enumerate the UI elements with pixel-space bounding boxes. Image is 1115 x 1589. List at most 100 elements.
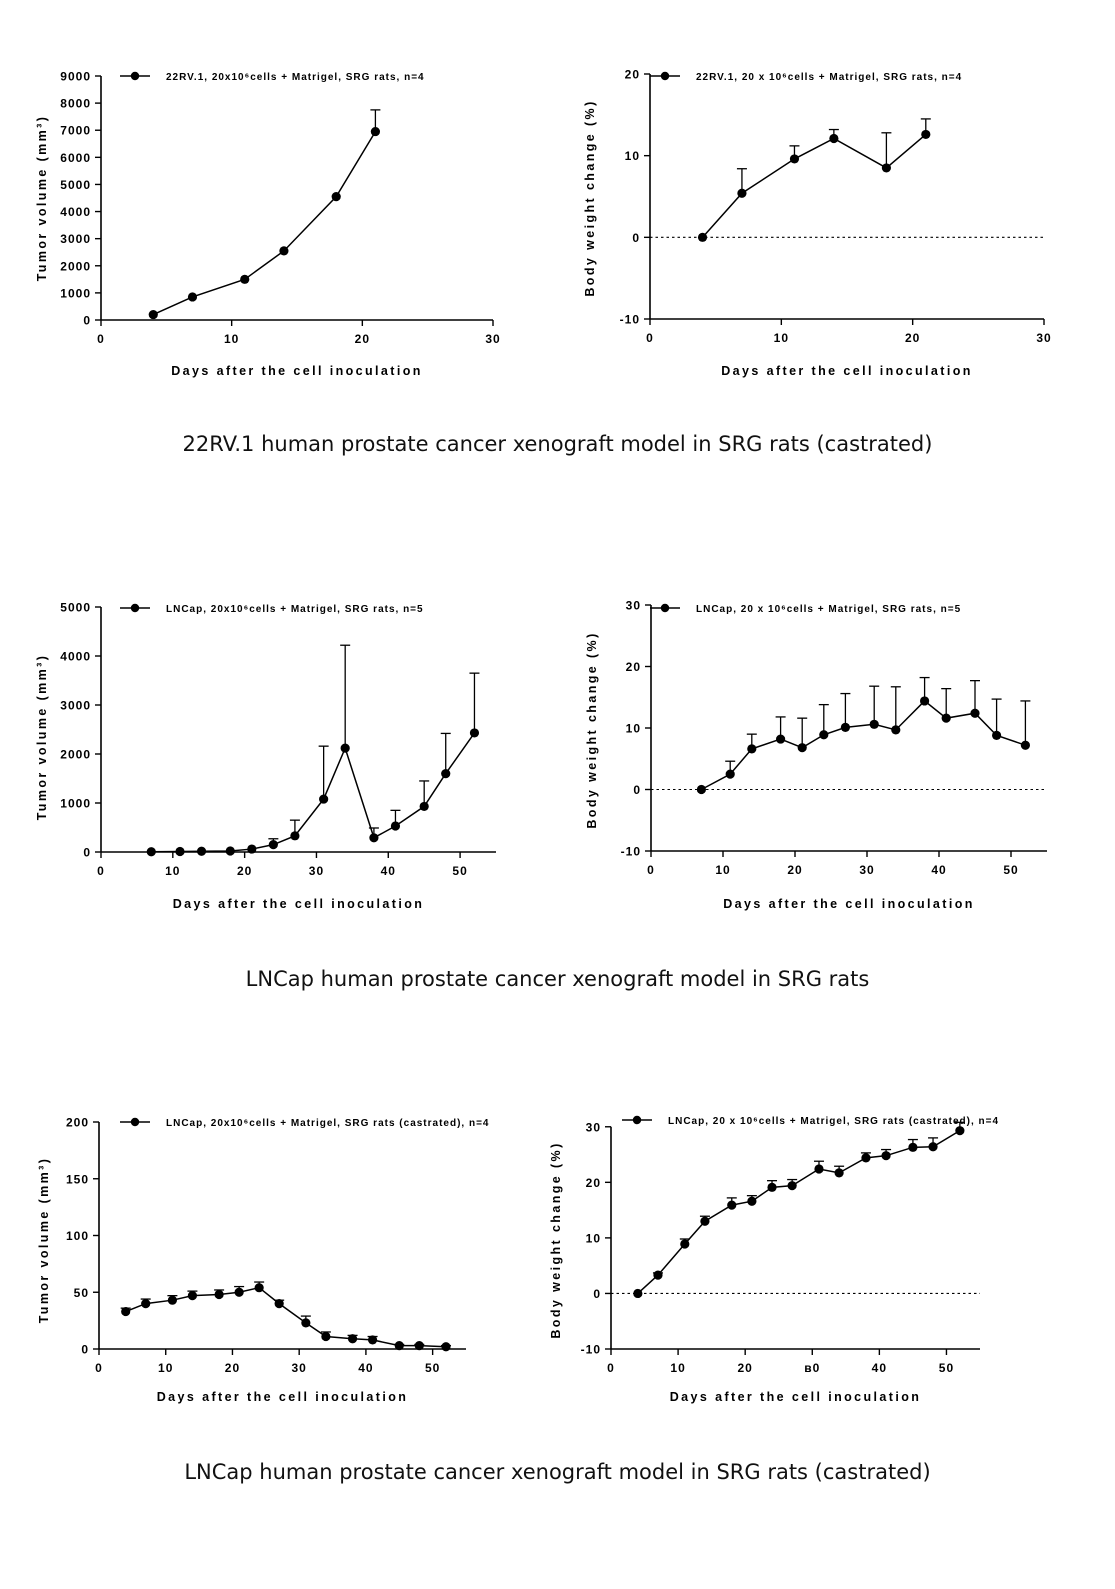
data-point [787,1181,797,1191]
y-tick-label: 20 [586,1176,601,1190]
series-line [152,131,377,316]
data-point [319,794,329,804]
y-tick-label: 4000 [60,205,91,219]
data-point [891,725,901,735]
data-point [881,163,892,173]
legend-label: LNCap, 20 x 10⁶cells + Matrigel, SRG rat… [696,604,961,615]
series-line [151,732,476,853]
y-tick-label: 0 [593,1287,601,1301]
caption-lncap: LNCap human prostate cancer xenograft mo… [245,967,870,991]
legend-marker [632,1115,642,1125]
x-axis-label: Days after the cell inoculation [173,897,425,911]
data-point [992,730,1002,740]
x-tick-label: 40 [872,1361,887,1375]
x-tick-label: 10 [670,1361,685,1375]
y-tick-label: 0 [83,846,91,860]
data-point [767,1182,777,1192]
data-point [941,713,951,723]
data-point [747,1196,757,1206]
data-point [240,274,250,284]
x-tick-label: 40 [931,863,946,877]
x-tick-label: 40 [381,864,396,878]
y-tick-label: 6000 [60,151,91,165]
x-tick-label: 20 [237,864,252,878]
legend-label: LNCap, 20 x 10⁶cells + Matrigel, SRG rat… [668,1116,999,1127]
y-tick-label: 1000 [60,286,91,300]
y-tick-label: 5000 [60,601,91,615]
x-tick-label: 0 [646,331,654,345]
y-tick-label: 0 [81,1343,89,1357]
y-tick-label: 30 [586,1120,601,1134]
data-point [797,743,807,753]
legend-label: 22RV.1, 20x10⁶cells + Matrigel, SRG rats… [166,72,425,83]
y-tick-label: 0 [633,783,641,797]
data-point [869,719,879,729]
y-axis-label: Tumor volume (mm³) [35,654,49,821]
legend-label: LNCap, 20x10⁶cells + Matrigel, SRG rats,… [166,604,424,615]
y-tick-label: 5000 [60,178,91,192]
series-line [701,133,927,238]
x-tick-label: 0 [647,863,655,877]
series-line [701,699,1026,791]
y-tick-label: 100 [66,1229,89,1243]
data-point [167,1295,177,1305]
x-tick-label: 0 [607,1361,615,1375]
y-tick-label: 30 [626,599,641,613]
legend-marker [130,71,140,81]
legend-marker [130,1117,140,1127]
caption-lncap-castrated: LNCap human prostate cancer xenograft mo… [184,1460,931,1484]
data-point [747,744,757,754]
x-tick-label: 40 [358,1361,373,1375]
y-tick-label: 0 [83,314,91,328]
x-tick-label: 20 [225,1361,240,1375]
data-point [121,1306,131,1317]
data-point [840,722,851,732]
x-tick-label: 20 [905,331,920,345]
x-tick-label: 50 [939,1361,954,1375]
y-tick-label: 2000 [60,748,91,762]
data-point [214,1289,224,1300]
x-tick-label: 30 [859,863,874,877]
x-tick-label: 30 [485,332,500,346]
data-point [441,769,451,779]
data-point [370,126,380,137]
y-tick-label: -10 [620,313,640,327]
legend-marker [660,603,670,613]
y-tick-label: 8000 [60,97,91,111]
data-point [347,1334,358,1344]
x-axis-label: Days after the cell inoculation [723,897,975,911]
data-point [369,833,379,843]
data-point [1020,740,1030,750]
x-axis-label: Days after the cell inoculation [157,1390,409,1404]
data-point [321,1331,331,1342]
data-point [390,821,401,831]
data-point [419,801,429,812]
data-point [819,730,829,740]
x-tick-label: 50 [1003,863,1018,877]
data-point [861,1153,871,1163]
x-axis-label: Days after the cell inoculation [171,364,423,378]
data-point [187,292,198,302]
data-point [367,1335,378,1345]
data-point [908,1142,918,1152]
x-tick-label: 50 [425,1361,440,1375]
x-axis-label: Days after the cell inoculation [670,1390,922,1404]
data-point [247,844,257,854]
data-point [225,846,235,856]
x-tick-label: 10 [158,1361,173,1375]
data-point [274,1299,284,1309]
caption-22rv1: 22RV.1 human prostate cancer xenograft m… [182,432,933,456]
data-point [414,1340,424,1351]
y-tick-label: 3000 [60,232,91,246]
y-tick-label: 10 [626,722,641,736]
y-axis-label: Tumor volume (mm³) [37,1157,51,1324]
x-tick-label: 10 [224,332,239,346]
series-line [637,1130,961,1294]
x-tick-label: 30 [292,1361,307,1375]
data-point [301,1318,311,1328]
data-point [881,1151,891,1161]
